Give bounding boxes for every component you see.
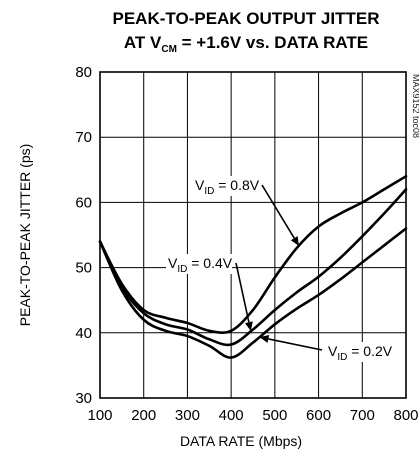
annotation-label-bg	[166, 254, 232, 274]
y-tick-label: 60	[75, 194, 92, 211]
y-tick-label: 40	[75, 325, 92, 342]
annotation-arrowhead	[244, 321, 253, 332]
chart-subtitle-prefix: AT V	[124, 33, 162, 52]
series-label-1: VID = 0.4V	[168, 255, 233, 275]
annotation-arrow-line	[261, 184, 295, 239]
y-tick-label: 80	[75, 64, 92, 81]
x-tick-label: 300	[175, 407, 200, 424]
annotation-arrow-line	[268, 338, 323, 351]
annotation-label-bg	[326, 342, 392, 362]
chart-subtitle-suffix: = +1.6V vs. DATA RATE	[177, 33, 368, 52]
x-axis-label: DATA RATE (Mbps)	[180, 433, 302, 449]
x-tick-label: 800	[393, 407, 418, 424]
annotation-label-bg	[193, 176, 259, 196]
y-tick-label: 70	[75, 129, 92, 146]
x-tick-label: 400	[219, 407, 244, 424]
series-line-2	[98, 227, 408, 359]
tick-labels: 100 200 300 400 500 600 700 800 30 40 50 60 70 80	[75, 64, 418, 424]
x-tick-label: 200	[131, 407, 156, 424]
x-tick-label: 700	[350, 407, 375, 424]
series-line-1	[98, 188, 408, 347]
chart-title: PEAK-TO-PEAK OUTPUT JITTER	[113, 9, 380, 28]
series-annotations: VID = 0.8V VID = 0.4V VID = 0.2V	[166, 176, 393, 363]
x-tick-label: 500	[262, 407, 287, 424]
plot-frame	[99, 71, 407, 399]
series-label-2: VID = 0.2V	[328, 343, 393, 363]
series-label-0: VID = 0.8V	[195, 177, 260, 197]
series-line-0	[98, 175, 408, 335]
y-tick-label: 30	[75, 390, 92, 407]
x-tick-label: 100	[87, 407, 112, 424]
y-axis-label: PEAK-TO-PEAK JITTER (ps)	[17, 144, 33, 327]
x-tick-label: 600	[306, 407, 331, 424]
annotation-arrowhead	[290, 236, 299, 246]
figure-code: MAX9152 toc08	[411, 74, 419, 138]
y-tick-label: 50	[75, 260, 92, 277]
chart-subtitle: AT VCM = +1.6V vs. DATA RATE	[124, 33, 368, 55]
annotation-arrow-line	[235, 262, 250, 323]
chart-subtitle-subscript: CM	[161, 44, 177, 55]
annotation-arrowhead	[259, 335, 270, 343]
series-lines	[98, 175, 408, 359]
